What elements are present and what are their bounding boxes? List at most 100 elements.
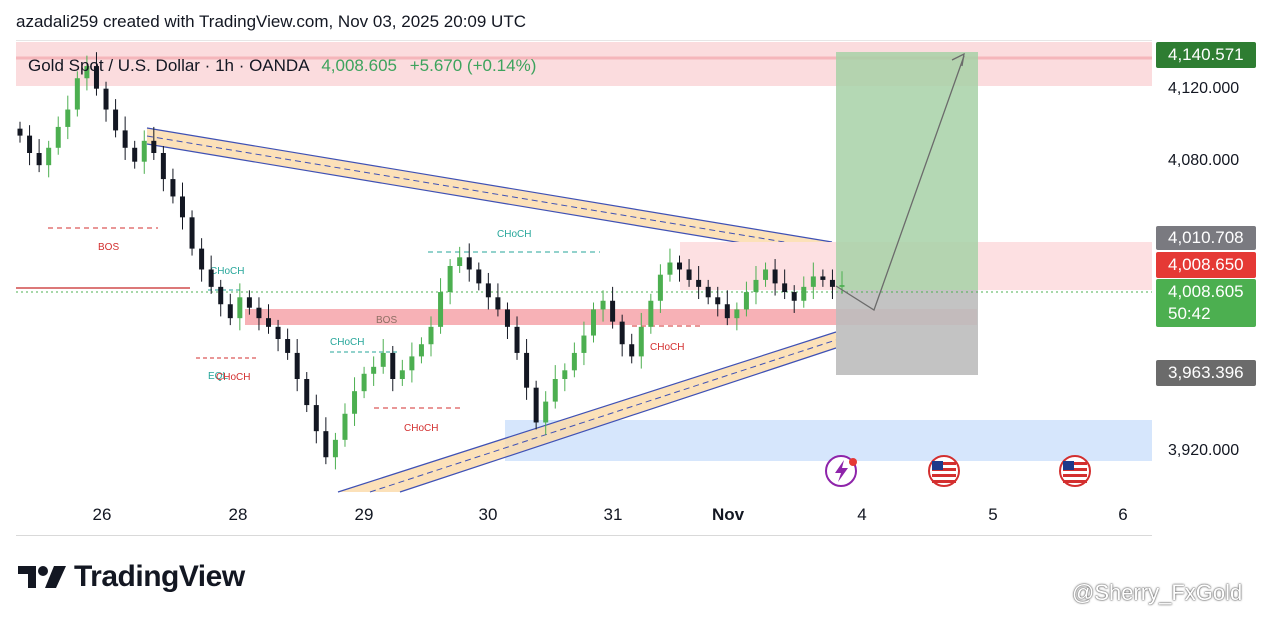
candle[interactable] <box>466 257 472 270</box>
candle[interactable] <box>294 352 300 379</box>
candle[interactable] <box>514 326 520 353</box>
candle[interactable] <box>820 276 826 280</box>
candle[interactable] <box>55 126 61 148</box>
candle[interactable] <box>457 257 463 266</box>
candle[interactable] <box>543 401 549 423</box>
candle[interactable] <box>380 352 386 367</box>
event-icon-us-flag-1[interactable] <box>928 455 960 487</box>
candle[interactable] <box>352 391 358 414</box>
candle[interactable] <box>74 78 80 110</box>
candle[interactable] <box>810 276 816 287</box>
candle[interactable] <box>256 307 262 319</box>
candle[interactable] <box>246 297 252 308</box>
candle[interactable] <box>399 370 405 379</box>
candle[interactable] <box>533 387 539 423</box>
candle[interactable] <box>361 373 367 392</box>
candle[interactable] <box>743 292 749 310</box>
candle[interactable] <box>753 279 759 293</box>
candle[interactable] <box>227 304 233 319</box>
last-price-tag: 4,008.605 50:42 <box>1156 279 1256 327</box>
tradingview-wordmark: TradingView <box>74 560 245 593</box>
candle[interactable] <box>199 248 205 270</box>
label-bos-2: BOS <box>376 315 397 326</box>
candle[interactable] <box>285 339 291 353</box>
candle[interactable] <box>648 300 654 327</box>
candle[interactable] <box>36 153 42 166</box>
candle[interactable] <box>715 297 721 305</box>
candle[interactable] <box>160 153 166 180</box>
candle[interactable] <box>141 140 147 162</box>
candle[interactable] <box>304 379 310 406</box>
candle[interactable] <box>772 269 778 284</box>
candle[interactable] <box>724 304 730 319</box>
candle[interactable] <box>189 217 195 249</box>
candle[interactable] <box>782 283 788 293</box>
candle[interactable] <box>390 352 396 379</box>
candle[interactable] <box>552 379 558 402</box>
candle[interactable] <box>629 344 635 357</box>
candle[interactable] <box>342 413 348 440</box>
candle[interactable] <box>179 196 185 218</box>
candle[interactable] <box>581 335 587 353</box>
candle[interactable] <box>103 88 109 110</box>
date-axis[interactable]: 26 28 29 30 31 Nov 4 5 6 <box>16 500 1152 530</box>
symbol-name: Gold Spot / U.S. Dollar · 1h · OANDA <box>28 56 309 75</box>
candle[interactable] <box>801 286 807 301</box>
candle[interactable] <box>571 352 577 371</box>
candle[interactable] <box>485 283 491 298</box>
price-axis[interactable]: 4,120.000 4,080.000 3,920.000 <box>1152 40 1280 534</box>
candle[interactable] <box>619 321 625 345</box>
candle[interactable] <box>132 147 138 162</box>
candle[interactable] <box>667 262 673 275</box>
candle[interactable] <box>705 286 711 298</box>
candle[interactable] <box>27 135 33 153</box>
projection-path <box>835 55 965 311</box>
candle[interactable] <box>237 297 243 319</box>
candle[interactable] <box>418 344 424 357</box>
candle[interactable] <box>829 279 835 287</box>
candle[interactable] <box>170 179 176 197</box>
candle[interactable] <box>313 405 319 432</box>
candle[interactable] <box>113 109 119 131</box>
candle[interactable] <box>84 66 90 79</box>
candle[interactable] <box>275 326 281 340</box>
label-choch-2: CHoCH <box>330 337 364 348</box>
candle[interactable] <box>266 318 272 327</box>
candle[interactable] <box>332 439 338 458</box>
candle[interactable] <box>438 292 444 327</box>
candle[interactable] <box>218 286 224 305</box>
candle[interactable] <box>600 300 606 310</box>
candle[interactable] <box>151 140 157 153</box>
candle[interactable] <box>476 269 482 284</box>
event-icon-lightning[interactable] <box>825 455 857 487</box>
candle[interactable] <box>46 147 52 166</box>
candle[interactable] <box>65 109 71 127</box>
candle[interactable] <box>791 292 797 301</box>
candle[interactable] <box>122 130 128 148</box>
candle[interactable] <box>677 262 683 270</box>
candle[interactable] <box>371 366 377 374</box>
candle[interactable] <box>504 309 510 327</box>
candle[interactable] <box>495 297 501 310</box>
candle[interactable] <box>638 326 644 357</box>
candle[interactable] <box>734 309 740 319</box>
candle[interactable] <box>93 66 99 89</box>
candle[interactable] <box>323 431 329 458</box>
candle[interactable] <box>17 128 23 136</box>
event-icon-us-flag-2[interactable] <box>1059 455 1091 487</box>
candle[interactable] <box>562 370 568 379</box>
candle[interactable] <box>590 309 596 336</box>
candle[interactable] <box>447 266 453 293</box>
candle[interactable] <box>208 269 214 287</box>
candle[interactable] <box>524 352 530 388</box>
candle[interactable] <box>428 326 434 345</box>
candle[interactable] <box>409 356 415 371</box>
candle[interactable] <box>839 285 845 287</box>
candle[interactable] <box>763 269 769 280</box>
candle[interactable] <box>610 300 616 322</box>
candle[interactable] <box>696 279 702 287</box>
candle[interactable] <box>686 269 692 280</box>
x-tick: 4 <box>857 505 867 524</box>
candle[interactable] <box>657 274 663 301</box>
